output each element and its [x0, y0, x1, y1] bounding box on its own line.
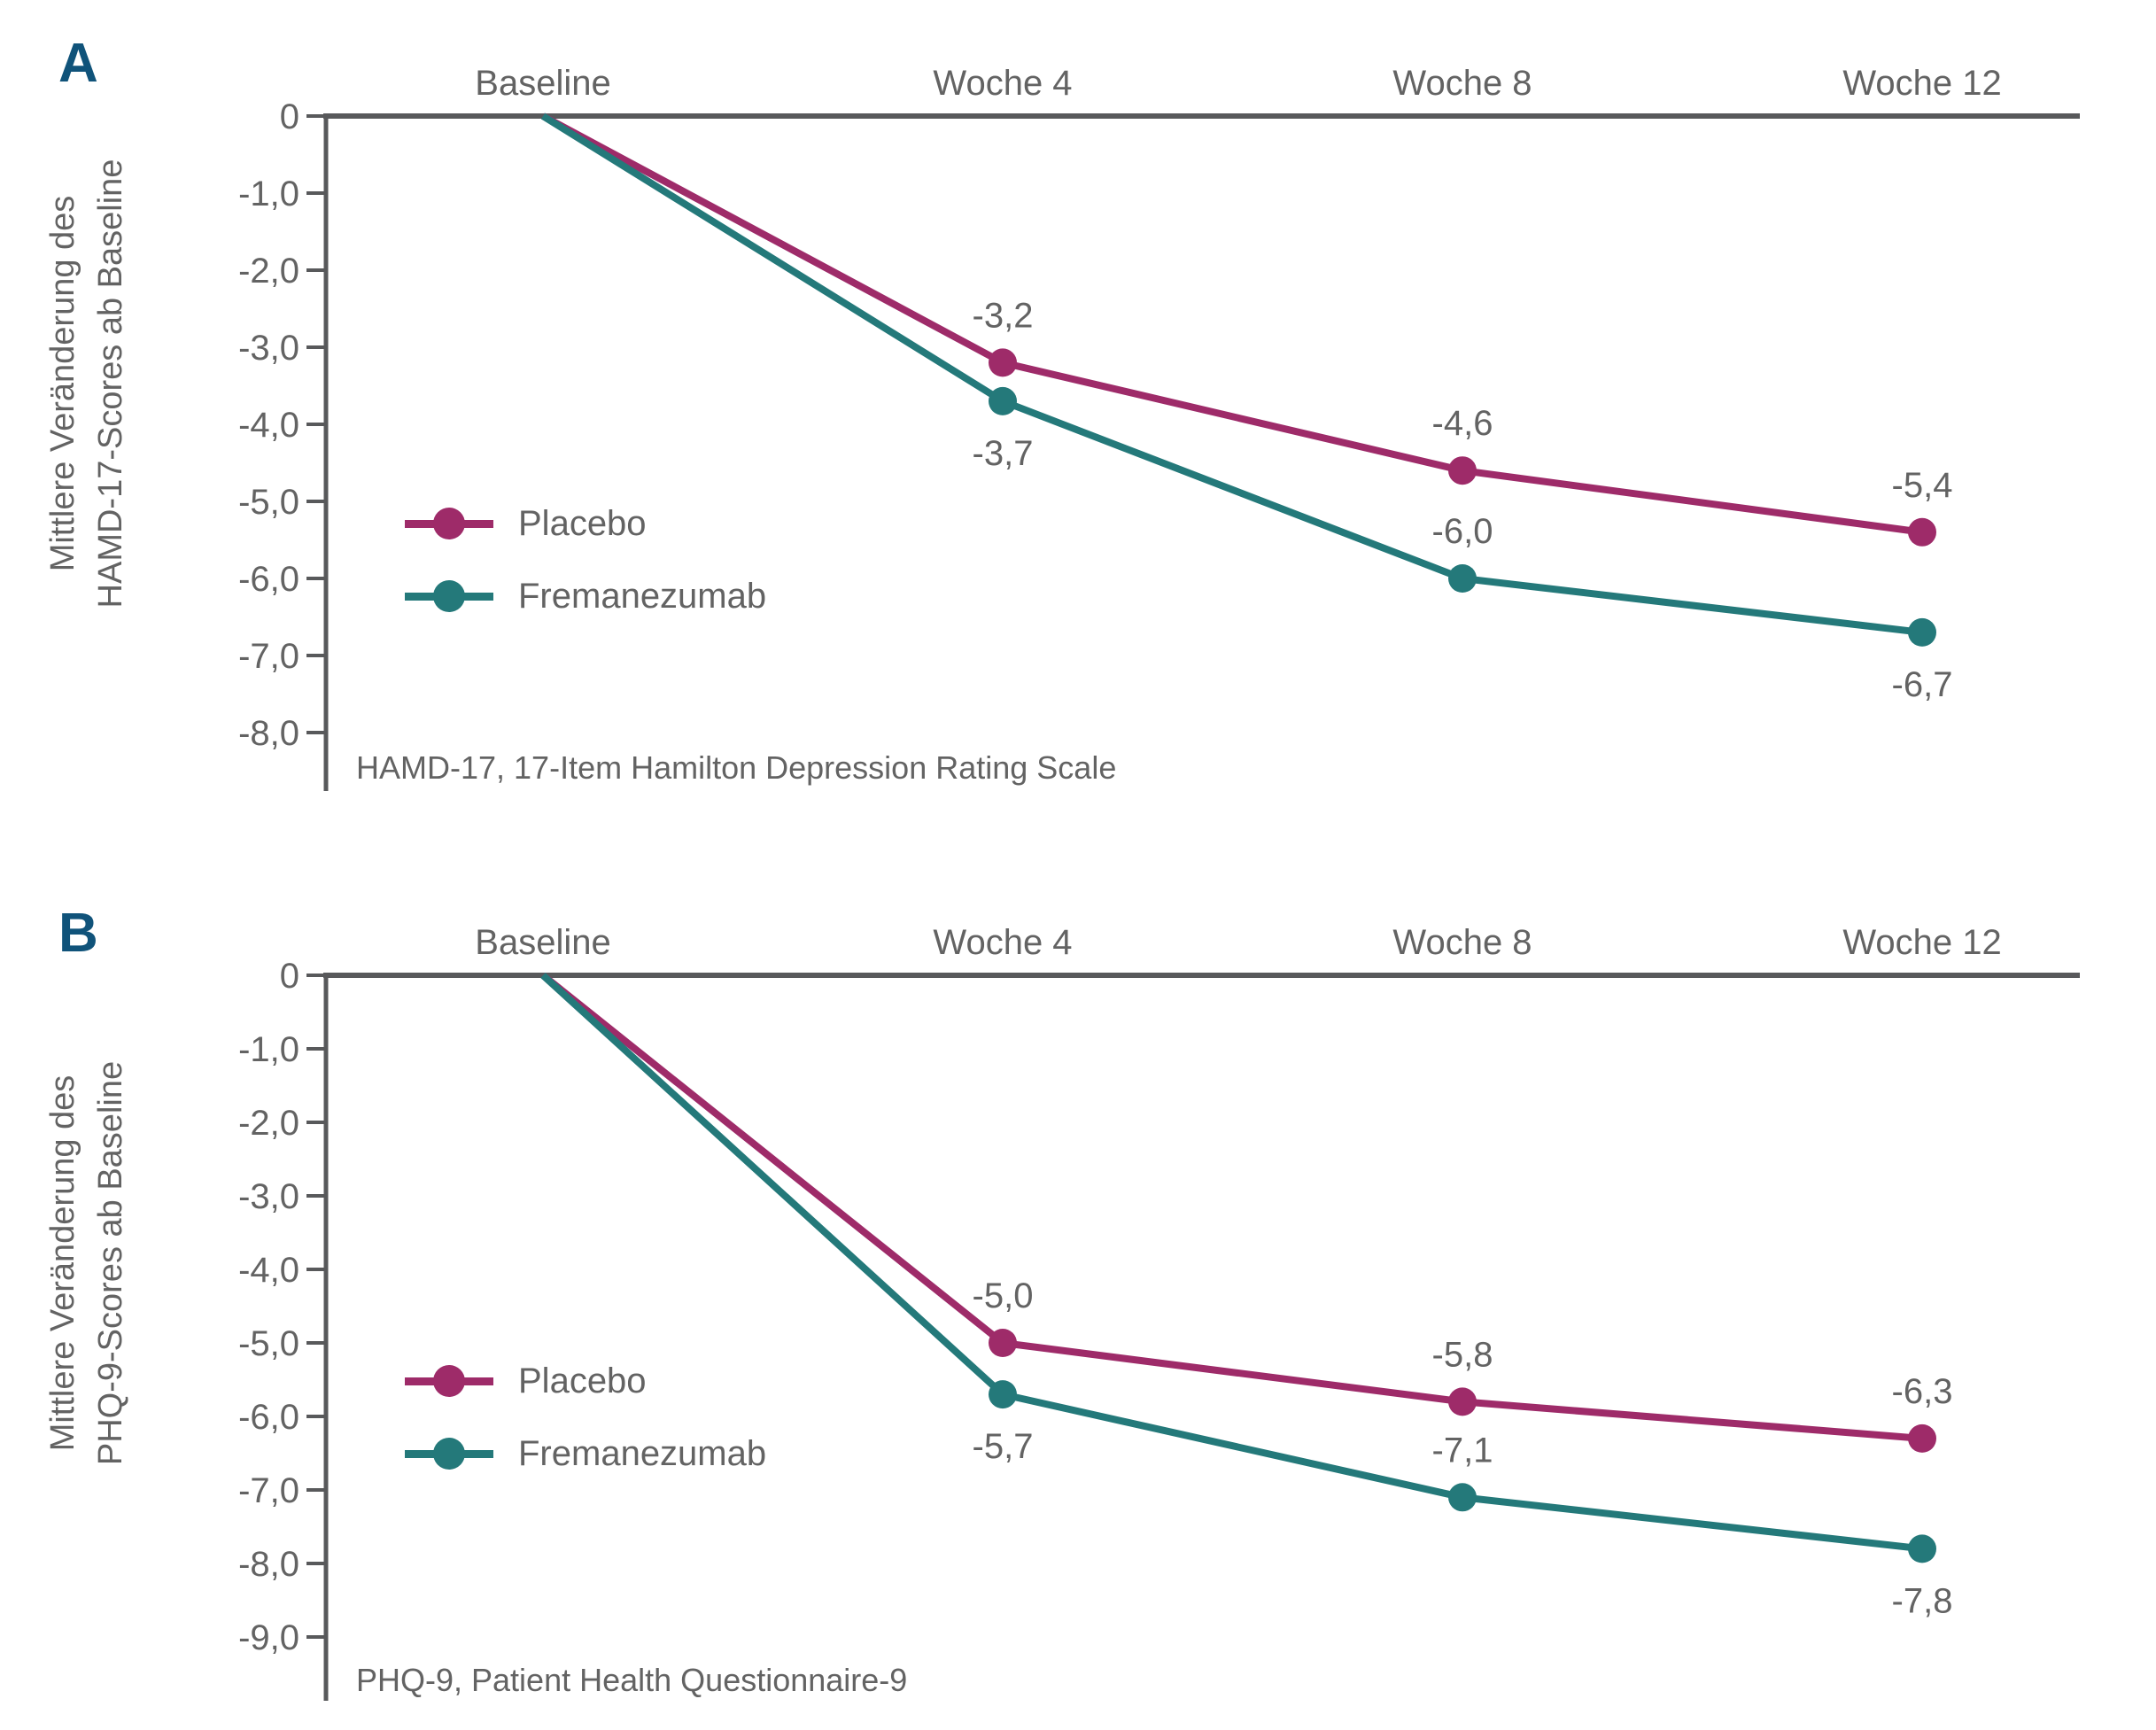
y-tick-label: -1,0	[238, 1030, 299, 1069]
series-line-fremanezumab	[540, 973, 1923, 1553]
data-point-label: -3,2	[973, 296, 1034, 335]
data-point-label: -4,6	[1432, 404, 1493, 443]
panel-a-label: A	[58, 33, 99, 94]
y-axis-label-a-line1: Mittlere Veränderung des	[44, 195, 81, 572]
x-category-label: Baseline	[475, 64, 610, 103]
legend-item-placebo: Placebo	[405, 503, 766, 543]
y-tick-label: -3,0	[238, 1177, 299, 1216]
legend-swatch-fremanezumab-icon	[405, 578, 493, 615]
y-tick-label: -2,0	[238, 252, 299, 291]
y-tick-label: -1,0	[238, 175, 299, 213]
y-axis-label-b-line1: Mittlere Veränderung des	[44, 1074, 81, 1452]
legend-label-placebo: Placebo	[518, 1361, 647, 1400]
legend-item-fremanezumab: Fremanezumab	[405, 576, 767, 616]
y-tick-label: -6,0	[238, 560, 299, 599]
legend-label-fremanezumab: Fremanezumab	[518, 1433, 767, 1473]
legend-item-placebo: Placebo	[405, 1362, 766, 1400]
data-point-fremanezumab	[1448, 564, 1477, 593]
series-line-placebo	[541, 112, 1923, 536]
x-category-label: Woche 8	[1392, 923, 1532, 962]
y-tick-label: -4,0	[238, 406, 299, 445]
data-point-placebo	[1448, 1387, 1477, 1416]
x-category-label: Baseline	[475, 923, 610, 962]
y-tick-label: -4,0	[238, 1251, 299, 1290]
footnote-panel-a: HAMD-17, 17-Item Hamilton Depression Rat…	[356, 749, 1117, 786]
legend-panel-b: Placebo Fremanezumab	[405, 1362, 766, 1508]
legend-label-fremanezumab: Fremanezumab	[518, 576, 767, 616]
data-point-label: -5,0	[973, 1276, 1034, 1315]
y-tick-label: -7,0	[238, 1471, 299, 1510]
data-point-fremanezumab	[1908, 1534, 1936, 1563]
y-axis-label-panel-b: Mittlere Veränderung des PHQ-9-Scores ab…	[39, 927, 138, 1600]
series-line-fremanezumab	[540, 112, 1923, 636]
data-point-label: -5,4	[1892, 466, 1953, 505]
data-point-placebo	[989, 348, 1017, 377]
data-point-placebo	[1448, 456, 1477, 485]
y-tick-label: -5,0	[238, 483, 299, 522]
y-axis-label-b-line2: PHQ-9-Scores ab Baseline	[92, 1060, 129, 1466]
legend-item-fremanezumab: Fremanezumab	[405, 1433, 767, 1473]
data-point-placebo	[1908, 1424, 1936, 1453]
y-axis-label-panel-a: Mittlere Veränderung des HAMD-17-Scores …	[39, 47, 138, 720]
x-category-label: Woche 4	[933, 923, 1072, 962]
x-category-label: Woche 12	[1842, 923, 2001, 962]
data-point-label: -6,3	[1892, 1372, 1953, 1411]
y-tick-label: -2,0	[238, 1104, 299, 1143]
data-point-label: -7,1	[1432, 1431, 1493, 1470]
data-point-label: -7,8	[1892, 1581, 1953, 1620]
data-point-placebo	[989, 1329, 1017, 1357]
legend-label-placebo: Placebo	[518, 503, 647, 543]
x-category-label: Woche 8	[1392, 64, 1532, 103]
data-point-placebo	[1908, 517, 1936, 547]
panel-b-label: B	[58, 903, 99, 964]
y-tick-label: -6,0	[238, 1398, 299, 1437]
data-point-fremanezumab	[989, 1380, 1017, 1409]
data-point-label: -5,7	[973, 1427, 1034, 1466]
x-category-label: Woche 4	[933, 64, 1072, 103]
data-point-label: -6,0	[1432, 512, 1493, 551]
y-axis-label-a-line2: HAMD-17-Scores ab Baseline	[92, 159, 129, 609]
legend-swatch-placebo-icon	[405, 1362, 493, 1400]
data-point-fremanezumab	[1448, 1483, 1477, 1512]
y-tick-label: 0	[280, 957, 299, 996]
legend-swatch-fremanezumab-icon	[405, 1435, 493, 1472]
data-point-label: -6,7	[1892, 665, 1953, 704]
series-line-placebo	[540, 972, 1923, 1442]
data-point-label: -5,8	[1432, 1335, 1493, 1374]
legend-swatch-placebo-icon	[405, 505, 493, 542]
legend-panel-a: Placebo Fremanezumab	[405, 503, 767, 650]
data-point-label: -3,7	[973, 434, 1034, 473]
y-tick-label: -7,0	[238, 637, 299, 676]
y-tick-label: -8,0	[238, 714, 299, 753]
y-tick-label: -9,0	[238, 1618, 299, 1657]
y-tick-label: -5,0	[238, 1324, 299, 1363]
y-tick-label: 0	[280, 97, 299, 136]
data-point-fremanezumab	[989, 386, 1017, 415]
data-point-fremanezumab	[1908, 617, 1936, 647]
y-tick-label: -3,0	[238, 329, 299, 368]
footnote-panel-b: PHQ-9, Patient Health Questionnaire-9	[356, 1662, 908, 1698]
x-category-label: Woche 12	[1842, 64, 2001, 103]
y-tick-label: -8,0	[238, 1545, 299, 1584]
